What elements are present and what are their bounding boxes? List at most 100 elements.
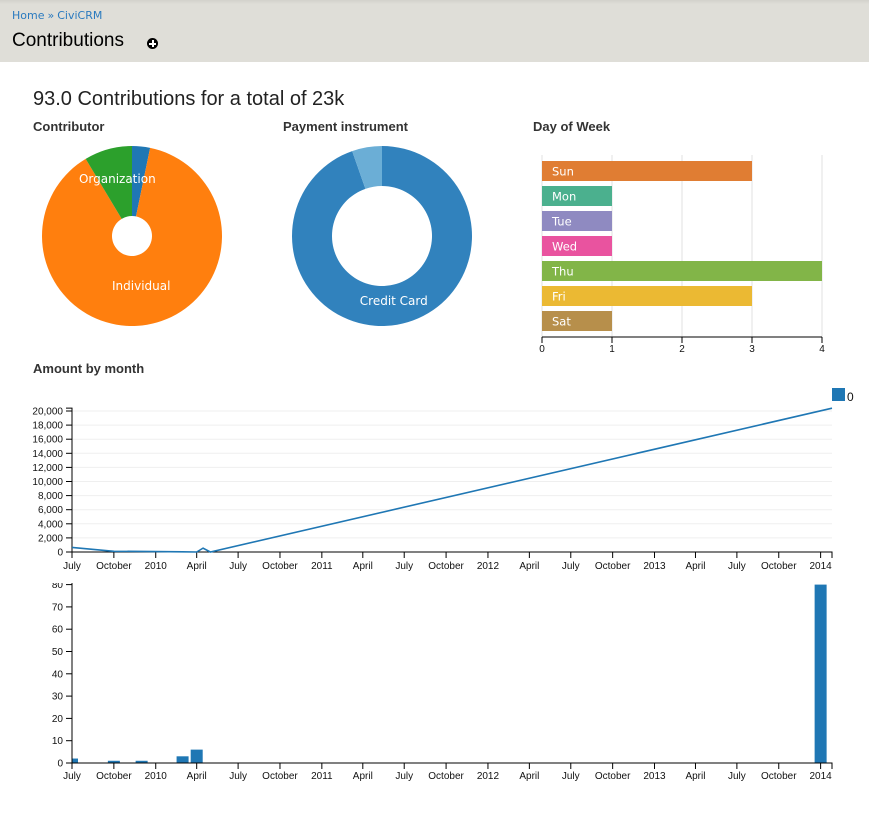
y-axis-tick-label: 50 [52, 647, 64, 658]
breadcrumb-home-link[interactable]: Home [12, 9, 45, 22]
day-bar-label: Fri [552, 290, 566, 304]
x-axis-tick-label: 2012 [477, 561, 500, 572]
legend-swatch[interactable] [832, 388, 845, 401]
count-bar[interactable] [135, 760, 148, 763]
x-axis-tick-label: April [519, 771, 539, 782]
day-bar[interactable] [542, 236, 612, 256]
day-of-week-bar-chart: Sun Mon Tue Wed Thu Fri Sat 0 1 2 3 4 [539, 155, 825, 355]
day-bar[interactable] [542, 286, 752, 306]
y-axis-tick-label: 10,000 [32, 477, 63, 488]
amount-line[interactable] [71, 407, 833, 553]
count-bar[interactable] [66, 758, 78, 763]
x-axis-tick-label: 2014 [809, 561, 832, 572]
y-axis-tick-label: 14,000 [32, 449, 63, 460]
x-axis-tick-label: July [395, 771, 413, 782]
pie-slice[interactable] [85, 146, 132, 219]
x-axis-tick-label: 2010 [145, 771, 168, 782]
pie-slice-label: Credit Card [360, 294, 428, 308]
y-axis-tick-label: 40 [52, 669, 64, 680]
pie-slice-label: Individual [112, 279, 170, 293]
x-axis-tick-label: October [595, 771, 631, 782]
x-axis-tick-label: 4 [819, 344, 825, 355]
y-axis-tick-label: 6,000 [38, 505, 63, 516]
x-axis-line [71, 762, 833, 769]
count-bar[interactable] [107, 760, 120, 763]
y-axis-tick-label: 70 [52, 602, 64, 613]
y-axis-tick-label: 30 [52, 692, 64, 703]
count-bar[interactable] [176, 756, 189, 763]
pie-slice[interactable] [132, 146, 151, 217]
y-axis-tick-label: 16,000 [32, 435, 63, 446]
plus-circle-icon[interactable] [147, 38, 158, 49]
day-bar-label: Tue [551, 215, 572, 229]
pie-slice-label: Organization [79, 172, 156, 186]
x-axis-tick-label: October [96, 771, 132, 782]
x-axis-tick-label: October [761, 771, 797, 782]
breadcrumb-civicrm-link[interactable]: CiviCRM [57, 9, 103, 22]
day-bar-label: Sat [552, 315, 571, 329]
pie-slice[interactable] [292, 146, 472, 326]
amount-by-month-chart-title: Amount by month [33, 361, 145, 376]
x-axis-tick-label: October [761, 561, 797, 572]
y-axis-tick-label: 60 [52, 625, 64, 636]
x-axis-tick-label: 2013 [643, 561, 666, 572]
x-axis-tick-label: October [595, 561, 631, 572]
day-bar[interactable] [542, 211, 612, 231]
bars-group [66, 584, 827, 763]
pie-slice[interactable] [42, 147, 222, 326]
x-axis-tick-label: July [562, 771, 580, 782]
x-axis-line [71, 551, 833, 558]
x-axis-tick-label: October [262, 561, 298, 572]
x-axis-tick-label: 2 [679, 344, 685, 355]
day-bar[interactable] [542, 311, 612, 331]
y-axis-tick-label: 4,000 [38, 519, 63, 530]
x-axis-tick-label: July [63, 561, 81, 572]
count-bar[interactable] [814, 584, 827, 763]
y-axis-tick-label: 12,000 [32, 463, 63, 474]
x-axis-tick-label: 2010 [145, 561, 168, 572]
x-axis-tick-label: 3 [749, 344, 755, 355]
x-axis-tick-label: 1 [609, 344, 615, 355]
x-axis-tick-label: July [229, 561, 247, 572]
y-axis-tick-label: 0 [57, 759, 63, 770]
x-axis-tick-label: October [428, 561, 464, 572]
breadcrumb: Home» CiviCRM [12, 9, 102, 22]
x-axis-tick-label: July [229, 771, 247, 782]
pie-slice[interactable] [352, 146, 382, 189]
x-axis-tick-label: July [728, 561, 746, 572]
x-axis-tick-label: April [685, 561, 705, 572]
x-axis-tick-label: April [685, 771, 705, 782]
day-bar-label: Mon [552, 190, 576, 204]
x-axis-tick-label: 2012 [477, 771, 500, 782]
summary-title: 93.0 Contributions for a total of 23k [33, 88, 345, 110]
contributor-chart-title: Contributor [33, 119, 105, 134]
day-of-week-chart-title: Day of Week [533, 119, 611, 134]
day-bar-label: Thu [551, 265, 574, 279]
x-axis-tick-label: July [63, 771, 81, 782]
x-axis-tick-label: July [395, 561, 413, 572]
y-axis-tick-label: 18,000 [32, 421, 63, 432]
page-header: Home» CiviCRM Contributions [0, 0, 869, 62]
y-axis-tick-label: 0 [57, 548, 63, 559]
x-axis-tick-label: April [353, 771, 373, 782]
x-axis-tick-label: 2011 [311, 771, 333, 782]
breadcrumb-separator: » [47, 9, 55, 22]
x-axis-tick-label: October [262, 771, 298, 782]
legend-label: 0 [847, 390, 854, 404]
y-axis-tick-label: 8,000 [38, 491, 63, 502]
y-axis-tick-label: 80 [52, 583, 64, 591]
x-axis-tick-label: October [428, 771, 464, 782]
payment-instrument-chart-title: Payment instrument [283, 119, 408, 134]
day-bar[interactable] [542, 261, 822, 281]
payment-instrument-donut-chart: Credit Card [292, 146, 472, 326]
day-bar[interactable] [542, 186, 612, 206]
y-axis-tick-label: 20,000 [32, 407, 63, 418]
x-axis-tick-label: April [353, 561, 373, 572]
x-axis-tick-label: July [562, 561, 580, 572]
count-bar[interactable] [190, 749, 203, 763]
x-axis-tick-label: 2013 [643, 771, 666, 782]
contributor-pie-chart: Individual Organization [42, 146, 222, 326]
day-bar[interactable] [542, 161, 752, 181]
y-axis-tick-label: 2,000 [38, 533, 63, 544]
count-by-month-bar-chart: 0 10 20 30 40 50 60 70 80 July October 2010 April Jul… [52, 583, 833, 782]
